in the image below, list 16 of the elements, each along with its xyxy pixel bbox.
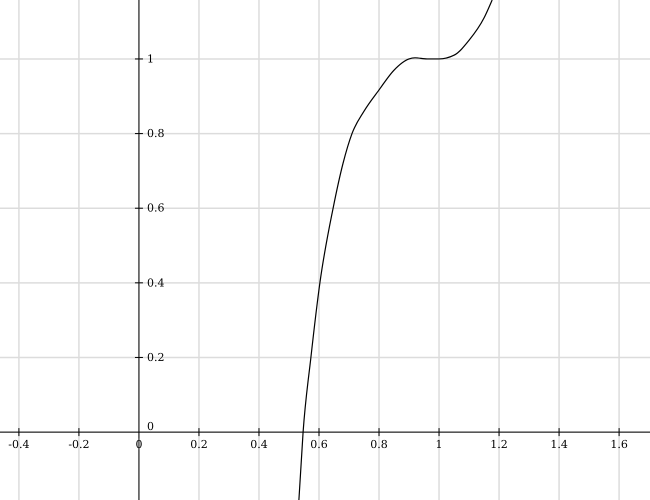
x-tick-label: 1.2: [490, 438, 508, 451]
y-tick-label: 0.2: [146, 350, 164, 364]
x-tick-label: 0.8: [370, 438, 388, 451]
y-tick-label: 0: [146, 420, 154, 433]
y-tick-label: 0.4: [146, 276, 164, 290]
x-tick-label: 0.4: [250, 438, 268, 451]
x-tick-label: 1.4: [550, 438, 568, 451]
x-tick-label: 1.6: [610, 438, 628, 451]
x-tick-label: 0.6: [310, 438, 328, 451]
x-tick-label: -0.4: [8, 438, 30, 451]
x-tick-label: -0.2: [68, 438, 90, 451]
y-tick-label: 0.8: [146, 127, 164, 140]
y-tick-label: 1: [146, 52, 154, 66]
x-tick-label: 0.2: [190, 438, 208, 451]
y-tick-label: 0.6: [146, 202, 164, 215]
x-tick-label: 1: [436, 438, 443, 451]
